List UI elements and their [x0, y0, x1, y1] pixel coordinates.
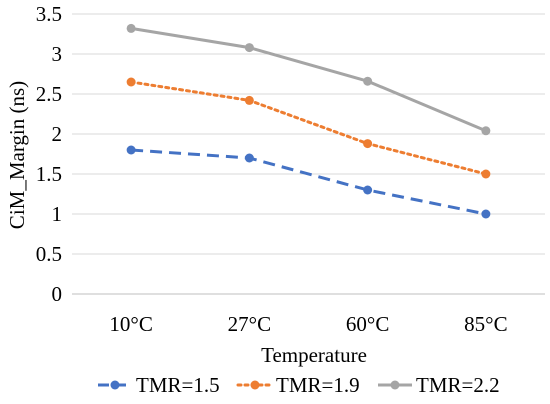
y-tick-label: 0.5	[36, 242, 62, 266]
data-point	[244, 153, 254, 163]
y-tick-label: 1.5	[36, 162, 62, 186]
gridlines	[72, 13, 545, 255]
legend-label: TMR=2.2	[416, 373, 500, 397]
y-axis-title: CiM_Margin (ns)	[5, 81, 29, 229]
legend-label: TMR=1.5	[136, 373, 220, 397]
x-tick-label: 85°C	[464, 312, 507, 336]
y-tick-label: 2.5	[36, 82, 62, 106]
y-tick-label: 0	[52, 282, 63, 306]
data-point	[126, 145, 136, 155]
x-axis-title: Temperature	[261, 343, 367, 367]
series-line	[131, 148, 487, 216]
legend-item: TMR=2.2	[378, 373, 500, 397]
legend-label: TMR=1.9	[276, 373, 360, 397]
series-line	[130, 26, 487, 133]
tick-labels: 0 0.5 1 1.5 2 2.5 3 3.5 10°C 27°C 60°C 85°C	[36, 2, 508, 336]
legend-marker	[390, 380, 400, 390]
data-point	[126, 23, 136, 33]
x-tick-label: 60°C	[346, 312, 389, 336]
legend-marker	[250, 380, 260, 390]
legend: TMR=1.5 TMR=1.9 TMR=2.2	[98, 373, 500, 397]
data-point	[363, 185, 373, 195]
series-line	[129, 80, 488, 176]
y-tick-label: 2	[52, 122, 63, 146]
data-point	[363, 139, 373, 149]
y-tick-label: 1	[52, 202, 63, 226]
x-tick-label: 10°C	[109, 312, 152, 336]
data-point	[481, 169, 491, 179]
data-point	[244, 43, 254, 53]
y-tick-label: 3	[52, 42, 63, 66]
data-point	[363, 76, 373, 86]
data-point	[244, 95, 254, 105]
x-tick-label: 27°C	[228, 312, 271, 336]
legend-marker	[110, 380, 120, 390]
data-point	[481, 209, 491, 219]
y-tick-label: 3.5	[36, 2, 62, 26]
data-point	[481, 126, 491, 136]
legend-item: TMR=1.5	[98, 373, 220, 397]
data-point	[126, 77, 136, 87]
legend-item: TMR=1.9	[236, 373, 360, 397]
series-lines	[126, 23, 491, 219]
